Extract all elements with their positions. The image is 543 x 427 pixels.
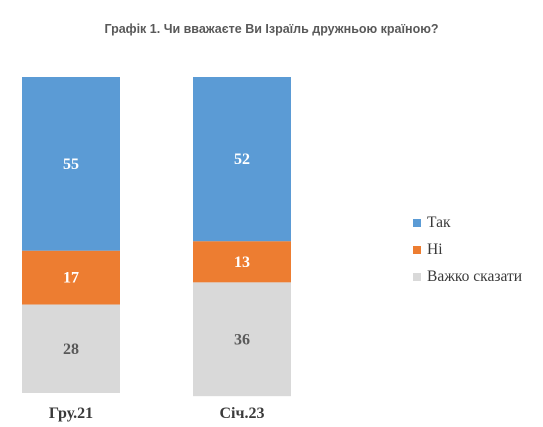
legend-item-1: Так	[413, 209, 522, 236]
data-label-1-2: 52	[234, 151, 250, 168]
legend-swatch-2	[413, 245, 421, 254]
data-label-2-2: 13	[234, 254, 250, 271]
legend-label-1: Так	[427, 213, 451, 231]
legend-item-2: Ні	[413, 236, 522, 263]
bar-segment-3-1	[22, 304, 120, 393]
legend-item-3: Важко сказати	[413, 263, 522, 290]
legend-label-2: Ні	[427, 240, 443, 258]
chart-legend: Так Ні Важко сказати	[413, 209, 522, 290]
bar-segment-2-2	[193, 241, 291, 283]
data-label-3-2: 36	[234, 331, 250, 348]
bar-segment-1-1	[22, 77, 120, 251]
chart-title: Графік 1. Чи вважаєте Ви Ізраїль дружньо…	[104, 22, 439, 36]
data-label-2-1: 17	[63, 270, 79, 287]
category-label-2: Січ.23	[219, 405, 264, 422]
data-label-3-1: 28	[63, 341, 79, 358]
legend-swatch-1	[413, 218, 421, 227]
category-label-1: Гру.21	[49, 405, 93, 422]
data-label-1-1: 55	[63, 156, 79, 173]
bar-segment-1-2	[193, 77, 291, 242]
legend-swatch-3	[413, 272, 421, 281]
bar-segment-2-1	[22, 250, 120, 305]
bar-segment-3-2	[193, 282, 291, 397]
legend-label-3: Важко сказати	[427, 267, 523, 285]
